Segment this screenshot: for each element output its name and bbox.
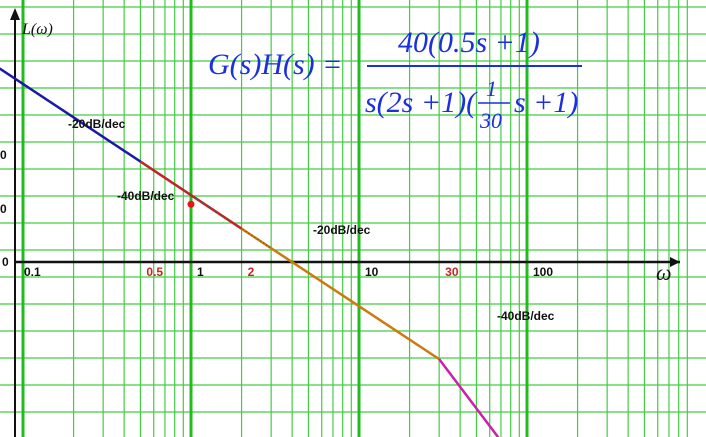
transfer-function-equation: G(s)H(s) = 40(0.5s +1) s(2s +1)( 1 30 s …: [208, 26, 582, 133]
slope-label-2: -40dB/dec: [117, 189, 175, 203]
grid-major: [21, 0, 529, 437]
series-line-1: [0, 67, 142, 163]
slope-label-4: -40dB/dec: [497, 309, 555, 323]
x-tick-label: 30: [445, 265, 459, 279]
slope-label-3: -20dB/dec: [313, 223, 371, 237]
x-tick-label: 10: [365, 265, 379, 279]
equation-inner-numerator: 1: [486, 76, 497, 101]
x-tick-label: 100: [533, 265, 553, 279]
series-line-5: [140, 161, 272, 249]
x-tick-label: 1: [197, 265, 204, 279]
x-axis-arrow-icon: [670, 257, 680, 267]
labels: L(ω) ω 0 0 0: [0, 21, 672, 285]
equation-denominator-right: s +1): [514, 86, 578, 119]
slope-annotations: -20dB/dec -40dB/dec -20dB/dec -40dB/dec: [68, 117, 555, 323]
series-line-4: [438, 358, 500, 437]
slope-label-1: -20dB/dec: [68, 117, 126, 131]
x-tick-labels: 0.1 0.5 1 2 10 30 100: [24, 265, 553, 279]
x-tick-label: 0.5: [146, 265, 163, 279]
y-axis-label: L(ω): [21, 21, 53, 38]
y-tick-label: 0: [0, 202, 7, 216]
x-tick-label: 2: [248, 265, 255, 279]
y-tick-label: 0: [0, 148, 7, 162]
series-layer: [0, 67, 500, 437]
x-tick-label: 0.1: [24, 265, 41, 279]
equation-lhs: G(s)H(s) =: [208, 48, 342, 81]
series-line-3: [240, 227, 440, 361]
equation-inner-denominator: 30: [479, 108, 502, 133]
equation-denominator-left: s(2s +1)(: [365, 86, 478, 119]
data-point-1: [187, 200, 195, 208]
equation-numerator: 40(0.5s +1): [398, 26, 540, 59]
axes: [10, 8, 680, 437]
y-axis-arrow-icon: [10, 8, 20, 20]
origin-label: 0: [2, 255, 9, 269]
x-axis-label: ω: [656, 260, 672, 285]
